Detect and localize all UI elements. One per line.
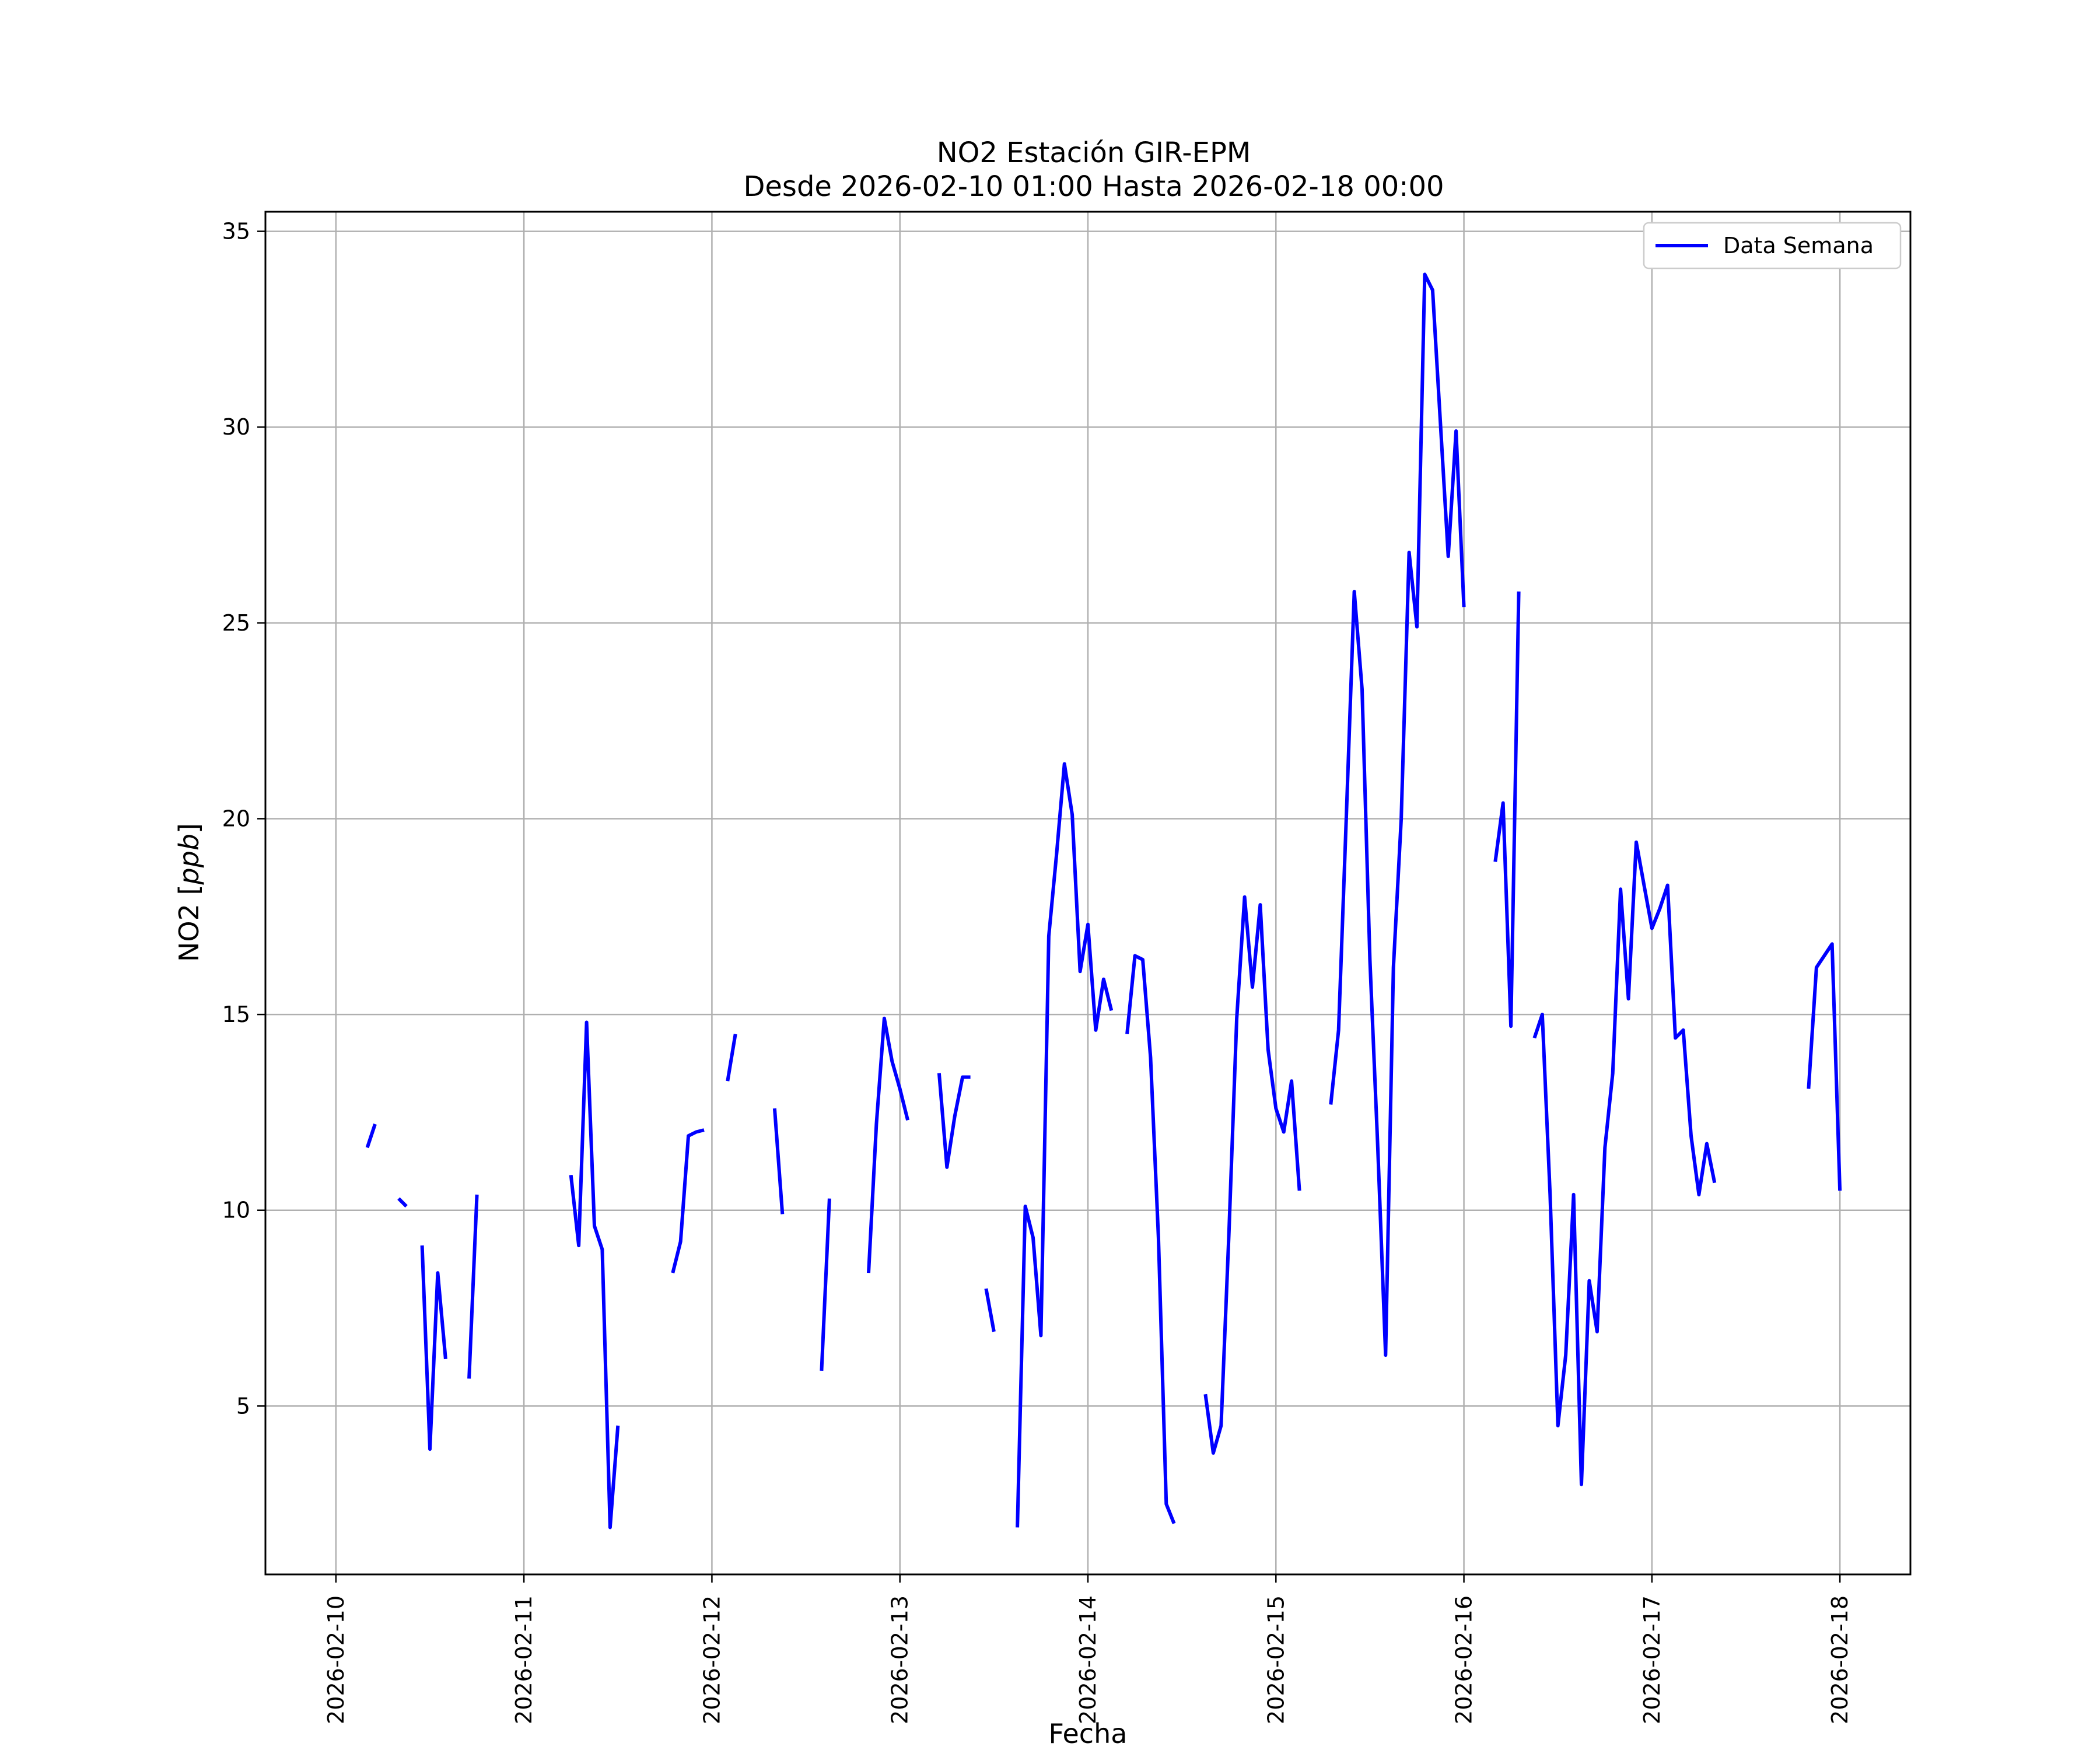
y-tick-label: 25: [222, 610, 250, 636]
chart-title: NO2 Estación GIR-EPM: [937, 136, 1251, 169]
y-tick-label: 35: [222, 219, 250, 244]
series-line-segment: [1016, 762, 1114, 1528]
x-tick-label: 2026-02-15: [1263, 1595, 1289, 1724]
y-axis-label-suffix: ]: [173, 823, 205, 834]
x-tick-label: 2026-02-13: [887, 1595, 913, 1724]
series-line-segment: [1807, 942, 1842, 1191]
x-tick-label: 2026-02-16: [1451, 1595, 1477, 1724]
series-line-segment: [365, 1124, 377, 1149]
grid: [265, 212, 1910, 1574]
y-axis-label: NO2 [ppb]: [173, 823, 205, 962]
y-tick-label: 30: [222, 414, 250, 440]
x-tick-label: 2026-02-10: [323, 1595, 349, 1724]
series-line-segment: [1532, 840, 1717, 1486]
y-tick-label: 15: [222, 1002, 250, 1027]
x-axis-label: Fecha: [1049, 1718, 1128, 1749]
y-tick-label: 20: [222, 806, 250, 831]
series-line-segment: [420, 1245, 447, 1451]
legend: Data Semana: [1643, 222, 1902, 270]
y-axis-label-prefix: NO2 [: [173, 885, 205, 962]
legend-box: [1643, 222, 1902, 270]
y-axis: 5 10 15 20 25 30 35: [222, 219, 265, 1419]
series-line-segment: [867, 1016, 910, 1273]
y-axis-label-unit: ppb: [173, 834, 205, 886]
x-tick-label: 2026-02-18: [1827, 1595, 1853, 1724]
y-tick-label: 10: [222, 1198, 250, 1223]
x-axis: 2026-02-10 2026-02-11 2026-02-12 2026-02-13…: [323, 1574, 1853, 1724]
series-line-segment: [820, 1198, 831, 1371]
series-line-segment: [984, 1288, 996, 1332]
chart-subtitle: Desde 2026-02-10 01:00 Hasta 2026-02-18 …: [743, 170, 1444, 203]
series-line-segment: [772, 1108, 785, 1214]
legend-label: Data Semana: [1723, 233, 1874, 258]
x-tick-label: 2026-02-11: [511, 1595, 537, 1724]
series-line-segment: [569, 1020, 620, 1530]
series-line-segment: [671, 1128, 705, 1273]
data-lines: [365, 272, 1842, 1530]
x-tick-label: 2026-02-14: [1075, 1595, 1101, 1724]
x-tick-label: 2026-02-17: [1639, 1595, 1665, 1724]
series-line-segment: [467, 1194, 479, 1379]
series-line-segment: [937, 1073, 971, 1169]
series-line-segment: [1493, 592, 1521, 1028]
x-tick-label: 2026-02-12: [699, 1595, 724, 1724]
series-line-segment: [1203, 895, 1301, 1455]
series-line-segment: [1329, 272, 1466, 1357]
y-tick-label: 5: [236, 1393, 250, 1419]
series-line-segment: [397, 1197, 408, 1208]
series-line-segment: [726, 1034, 737, 1082]
series-line-segment: [1125, 954, 1176, 1524]
